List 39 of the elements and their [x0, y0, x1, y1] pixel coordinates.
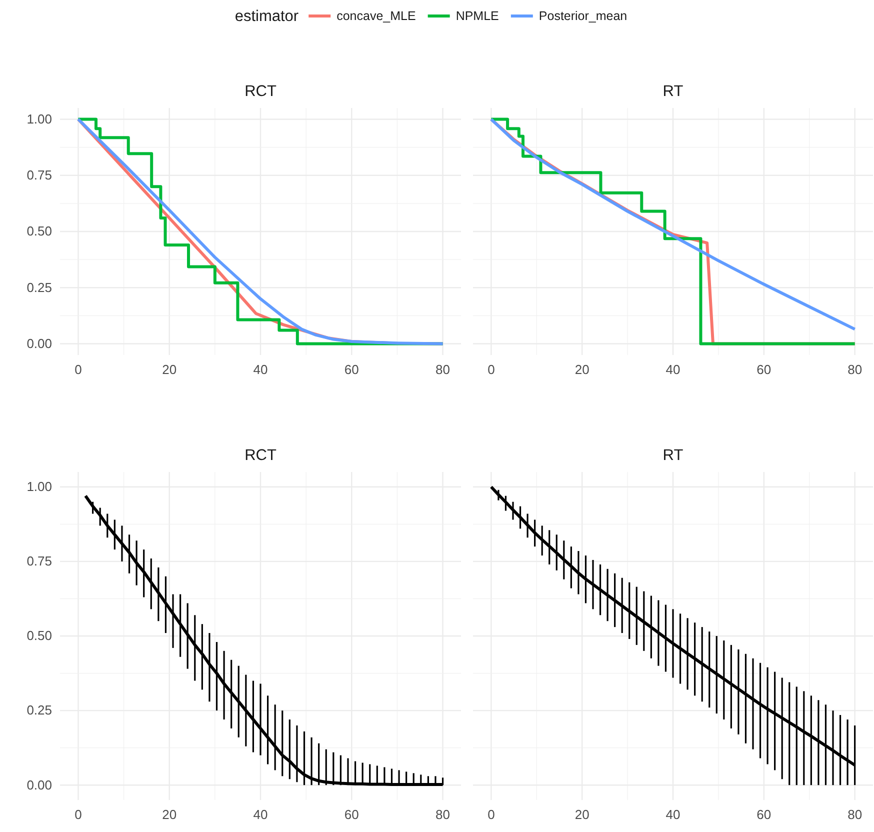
- x-tick-label: 40: [253, 362, 268, 378]
- line-series: [76, 118, 444, 346]
- y-tick-label: 0.25: [26, 702, 52, 718]
- y-tick-label: 0.75: [26, 168, 52, 183]
- y-tick-label: 0.00: [26, 777, 52, 792]
- y-tick-label: 1.00: [26, 479, 52, 494]
- chart-title: RCT: [244, 83, 277, 100]
- legend-title: estimator: [234, 8, 299, 25]
- x-tick-label: 20: [574, 807, 590, 822]
- y-tick-label: 0.75: [26, 554, 52, 569]
- x-tick-label: 60: [344, 362, 359, 378]
- legend-label: Posterior_mean: [538, 9, 628, 23]
- x-tick-label: 60: [756, 807, 772, 822]
- y-tick-label: 0.50: [26, 224, 52, 239]
- legend-label: NPMLE: [456, 9, 499, 23]
- y-tick-label: 0.50: [26, 628, 52, 644]
- x-tick-label: 20: [162, 362, 177, 378]
- x-tick-label: 40: [253, 807, 268, 822]
- y-tick-label: 0.00: [26, 336, 52, 351]
- y-tick-label: 1.00: [26, 111, 52, 126]
- x-tick-label: 0: [74, 362, 82, 378]
- legend-label: concave_MLE: [336, 9, 416, 23]
- x-tick-label: 40: [666, 807, 680, 822]
- x-tick-label: 80: [848, 362, 862, 378]
- x-tick-label: 80: [848, 807, 862, 822]
- x-tick-label: 80: [436, 807, 450, 822]
- x-tick-label: 20: [574, 362, 590, 378]
- y-tick-label: 0.25: [26, 280, 52, 295]
- x-tick-label: 0: [488, 807, 495, 822]
- x-tick-label: 60: [344, 807, 359, 822]
- chart-title: RCT: [244, 447, 277, 464]
- x-tick-label: 0: [74, 807, 82, 822]
- x-tick-label: 40: [666, 362, 680, 378]
- x-tick-label: 0: [488, 362, 495, 378]
- x-tick-label: 80: [436, 362, 450, 378]
- x-tick-label: 20: [162, 807, 177, 822]
- chart-title: RT: [662, 83, 684, 100]
- x-tick-label: 60: [756, 362, 772, 378]
- chart-title: RT: [662, 447, 684, 464]
